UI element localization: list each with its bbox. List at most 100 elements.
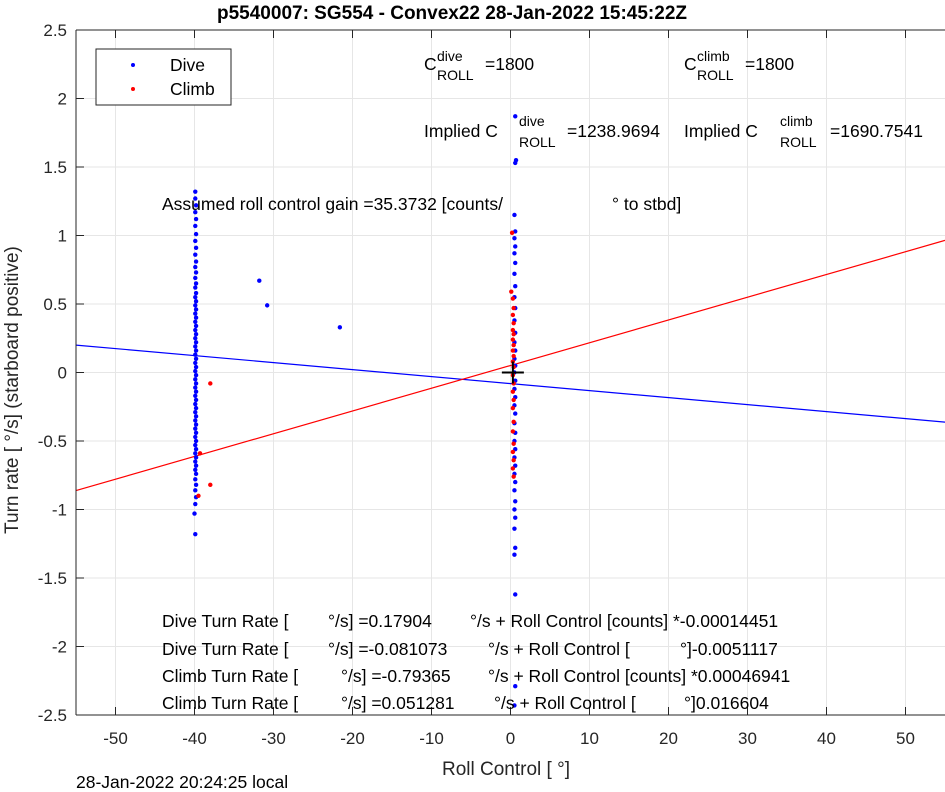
dive-point (193, 323, 199, 329)
c-climb-sup: climb (697, 48, 730, 64)
eq2-part-b: °/s] =-0.081073 (328, 639, 447, 659)
dive-point (193, 459, 198, 464)
dive-point (193, 315, 199, 320)
gain-text: Assumed roll control gain =35.3732 [coun… (162, 194, 503, 214)
axis-ticks: -50 -40 -30 -20 -10 0 10 20 30 40 50 2.5 2 1.5 1 0.5 0 -0… (38, 21, 915, 748)
dive-point (193, 373, 199, 378)
dive-point (193, 327, 198, 333)
legend-climb-label: Climb (170, 79, 215, 99)
climb-point (511, 397, 516, 403)
eq1-part-a: Dive Turn Rate [ (162, 611, 289, 631)
legend-dive-marker (131, 63, 135, 67)
dive-point (193, 393, 198, 398)
c-dive-value: =1800 (485, 54, 534, 74)
dive-point (193, 434, 198, 440)
dive-point (193, 203, 199, 208)
dive-point (193, 467, 198, 472)
dive-point (193, 245, 199, 251)
c-dive-sup: dive (437, 48, 463, 64)
climb-point (510, 348, 516, 353)
dive-point (193, 471, 199, 477)
y-tick-label: 0 (58, 364, 67, 383)
eq4-part-c: °/s + Roll Control [ (494, 693, 636, 713)
dive-point (513, 479, 518, 485)
y-tick-label: -2 (52, 638, 67, 657)
implied-climb-value: =1690.7541 (830, 121, 923, 141)
dive-point (193, 281, 199, 286)
dive-point (193, 344, 198, 349)
dive-point (512, 212, 517, 218)
legend: Dive Climb (95, 48, 232, 106)
climb-point (509, 230, 515, 235)
dive-point (193, 264, 198, 270)
c-roll-dive-annotation: C dive ROLL =1800 (424, 48, 534, 83)
x-tick-label: -40 (182, 729, 207, 748)
dive-point (512, 526, 517, 531)
dive-point (193, 290, 199, 296)
dive-point (193, 223, 198, 229)
eq2-part-a: Dive Turn Rate [ (162, 639, 289, 659)
c-climb-main: C (684, 54, 697, 74)
dive-point (193, 477, 198, 482)
chart-title: p5540007: SG554 - Convex22 28-Jan-2022 1… (217, 3, 687, 24)
climb-point (511, 353, 516, 359)
dive-point (513, 545, 518, 551)
dive-point (512, 488, 517, 493)
dive-point (193, 430, 199, 435)
climb-point (510, 429, 516, 434)
climb-fit-line (75, 239, 945, 492)
dive-point (193, 319, 198, 325)
climb-point (510, 337, 516, 342)
dive-point (513, 283, 518, 289)
dive-point (193, 482, 199, 488)
climb-point (208, 482, 213, 488)
dive-point (513, 260, 518, 266)
climb-point (510, 312, 516, 318)
climb-point (510, 296, 516, 301)
dive-point (513, 684, 518, 689)
dive-point (193, 377, 198, 382)
dive-point (193, 385, 198, 390)
y-tick-label: 2 (58, 90, 67, 109)
dive-point (337, 325, 343, 330)
dive-point (512, 507, 517, 512)
dive-point (513, 499, 518, 504)
x-tick-label: -10 (419, 729, 444, 748)
x-tick-label: 20 (659, 729, 678, 748)
implied-climb-main: Implied C (684, 121, 758, 141)
implied-dive-sup: dive (519, 113, 545, 129)
x-tick-label: 0 (506, 729, 515, 748)
dive-point (512, 236, 517, 241)
x-tick-label: -50 (103, 729, 128, 748)
dive-point (193, 368, 198, 374)
c-dive-sub: ROLL (437, 67, 474, 83)
dive-point (193, 270, 199, 275)
x-tick-label: 10 (580, 729, 599, 748)
dive-point (193, 336, 198, 341)
climb-point (511, 441, 516, 446)
climb-point (197, 451, 203, 456)
dive-point (193, 196, 198, 201)
c-climb-sub: ROLL (697, 67, 734, 83)
dive-point (264, 303, 270, 308)
implied-climb-annotation: Implied C climb ROLL =1690.7541 (684, 113, 923, 150)
dive-point (513, 592, 518, 597)
gain-unit: ° to stbd] (612, 194, 681, 214)
dive-point (193, 455, 199, 460)
eq1-part-b: °/s] =0.17904 (328, 611, 432, 631)
dive-point (193, 364, 199, 370)
equation-3: Climb Turn Rate [ °/s] =-0.79365 °/s + R… (162, 666, 790, 686)
x-tick-label: -20 (340, 729, 365, 748)
dive-point (193, 348, 199, 353)
dive-point (193, 389, 199, 394)
dive-point (193, 451, 198, 456)
implied-climb-sup: climb (780, 113, 813, 129)
dive-point (193, 340, 199, 345)
dive-point (192, 511, 197, 516)
implied-dive-value: =1238.9694 (567, 121, 660, 141)
eq3-part-c: °/s + Roll Control [counts] *0.00046941 (488, 666, 790, 686)
dive-point (193, 442, 198, 448)
c-dive-main: C (424, 54, 437, 74)
dive-point (193, 331, 199, 337)
